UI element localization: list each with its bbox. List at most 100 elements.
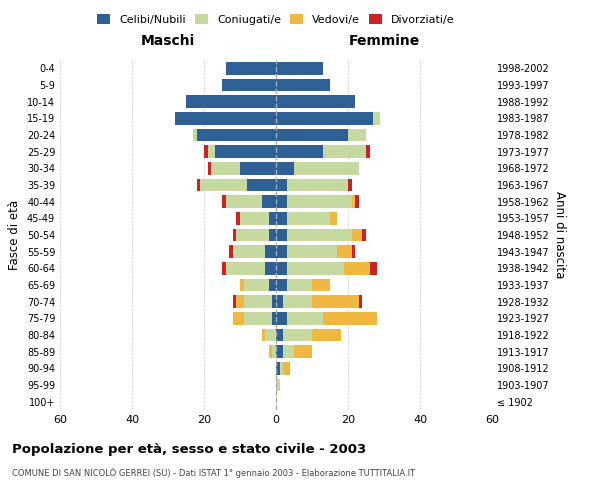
Bar (244, 312, 272, 324)
Bar (272, 312, 276, 324)
Bar (244, 279, 269, 291)
Bar (362, 229, 366, 241)
Bar (283, 296, 312, 308)
Bar (276, 262, 287, 274)
Bar (276, 179, 287, 192)
Bar (352, 229, 362, 241)
Bar (283, 346, 294, 358)
Bar (276, 146, 323, 158)
Bar (287, 262, 344, 274)
Bar (348, 179, 352, 192)
Bar (208, 162, 211, 174)
Bar (269, 212, 276, 224)
Bar (197, 179, 200, 192)
Bar (352, 196, 355, 208)
Bar (272, 346, 276, 358)
Bar (355, 196, 359, 208)
Bar (222, 79, 276, 92)
Bar (276, 312, 287, 324)
Bar (280, 362, 283, 374)
Legend: Celibi/Nubili, Coniugati/e, Vedovi/e, Divorziati/e: Celibi/Nubili, Coniugati/e, Vedovi/e, Di… (93, 10, 459, 29)
Bar (276, 379, 280, 391)
Bar (287, 179, 348, 192)
Bar (276, 279, 287, 291)
Bar (240, 279, 244, 291)
Y-axis label: Fasce di età: Fasce di età (8, 200, 21, 270)
Bar (233, 296, 236, 308)
Bar (287, 229, 352, 241)
Bar (294, 162, 359, 174)
Bar (193, 129, 197, 141)
Bar (247, 179, 276, 192)
Bar (276, 62, 323, 74)
Bar (294, 346, 312, 358)
Bar (276, 129, 348, 141)
Bar (236, 212, 240, 224)
Bar (344, 262, 370, 274)
Bar (276, 212, 287, 224)
Y-axis label: Anni di nascita: Anni di nascita (553, 192, 566, 278)
Bar (276, 196, 287, 208)
Bar (276, 112, 373, 124)
Bar (244, 296, 272, 308)
Text: COMUNE DI SAN NICOLÒ GERREI (SU) - Dati ISTAT 1° gennaio 2003 - Elaborazione TUT: COMUNE DI SAN NICOLÒ GERREI (SU) - Dati … (12, 468, 415, 478)
Bar (269, 346, 272, 358)
Bar (226, 196, 262, 208)
Bar (222, 196, 226, 208)
Bar (240, 212, 269, 224)
Bar (197, 129, 276, 141)
Text: Maschi: Maschi (141, 34, 195, 48)
Bar (312, 296, 359, 308)
Bar (287, 279, 312, 291)
Bar (240, 162, 276, 174)
Text: Femmine: Femmine (349, 34, 419, 48)
Bar (283, 329, 312, 341)
Bar (265, 262, 276, 274)
Bar (312, 279, 330, 291)
Bar (204, 146, 208, 158)
Bar (233, 246, 265, 258)
Bar (186, 96, 276, 108)
Bar (276, 162, 294, 174)
Bar (276, 246, 287, 258)
Bar (348, 129, 366, 141)
Bar (262, 196, 276, 208)
Bar (276, 329, 283, 341)
Bar (370, 262, 377, 274)
Bar (276, 296, 283, 308)
Bar (226, 62, 276, 74)
Text: Popolazione per età, sesso e stato civile - 2003: Popolazione per età, sesso e stato civil… (12, 442, 366, 456)
Bar (269, 279, 276, 291)
Bar (269, 229, 276, 241)
Bar (352, 246, 355, 258)
Bar (265, 246, 276, 258)
Bar (287, 312, 323, 324)
Bar (236, 296, 244, 308)
Bar (323, 312, 377, 324)
Bar (287, 196, 352, 208)
Bar (208, 146, 215, 158)
Bar (236, 229, 269, 241)
Bar (287, 246, 337, 258)
Bar (330, 212, 337, 224)
Bar (337, 246, 352, 258)
Bar (262, 329, 265, 341)
Bar (272, 296, 276, 308)
Bar (265, 329, 276, 341)
Bar (276, 79, 330, 92)
Bar (312, 329, 341, 341)
Bar (276, 96, 355, 108)
Bar (229, 246, 233, 258)
Bar (233, 229, 236, 241)
Bar (233, 312, 244, 324)
Bar (276, 346, 283, 358)
Bar (283, 362, 290, 374)
Bar (211, 162, 240, 174)
Bar (226, 262, 265, 274)
Bar (276, 362, 280, 374)
Bar (175, 112, 276, 124)
Bar (287, 212, 330, 224)
Bar (373, 112, 380, 124)
Bar (222, 262, 226, 274)
Bar (276, 229, 287, 241)
